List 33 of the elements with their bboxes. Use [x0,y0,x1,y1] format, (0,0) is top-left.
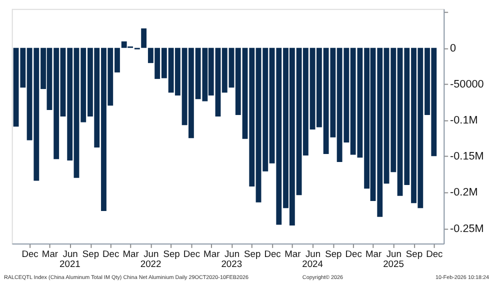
text: 2023 [221,259,242,270]
x-tick-label: Sep [163,248,180,259]
x-tick-label: Sep [82,248,100,259]
x-tick-label: Sep [406,248,423,259]
text: 2022 [140,259,162,270]
y-tick-label: -0.25M [450,222,484,235]
x-tick-label: Jun [306,248,321,259]
x-tick-label: Dec [345,248,362,259]
x-tick-label: Dec [22,248,39,259]
x-tick-label: Jun [62,248,78,259]
x-tick-label: Mar [122,248,139,259]
y-tick-label: -50000 [450,78,484,90]
text: 2021 [60,259,80,270]
x-tick-label: Dec [426,248,444,259]
x-tick-label: Mar [42,248,58,259]
x-tick-label: Mar [204,248,220,259]
text: 2025 [383,259,404,270]
x-tick-label: Dec [102,248,120,259]
x-tick-label: Mar [284,248,301,259]
y-tick-label: -0.15M [450,150,484,163]
y-tick-label: -0.2M [450,186,478,199]
bar [141,28,147,48]
x-tick-label: Jun [386,248,402,259]
x-tick-label: Mar [365,248,382,259]
x-tick-label: Sep [325,248,342,259]
x-tick-label: Dec [183,248,200,259]
x-tick-label: Sep [244,248,261,259]
y-tick-label: 0 [450,42,456,54]
x-tick-label: Jun [144,248,159,259]
text: 2024 [302,259,323,270]
x-tick-label: Jun [224,248,240,259]
x-tick-label: Dec [264,248,282,259]
y-tick-label: -0.1M [450,114,478,127]
